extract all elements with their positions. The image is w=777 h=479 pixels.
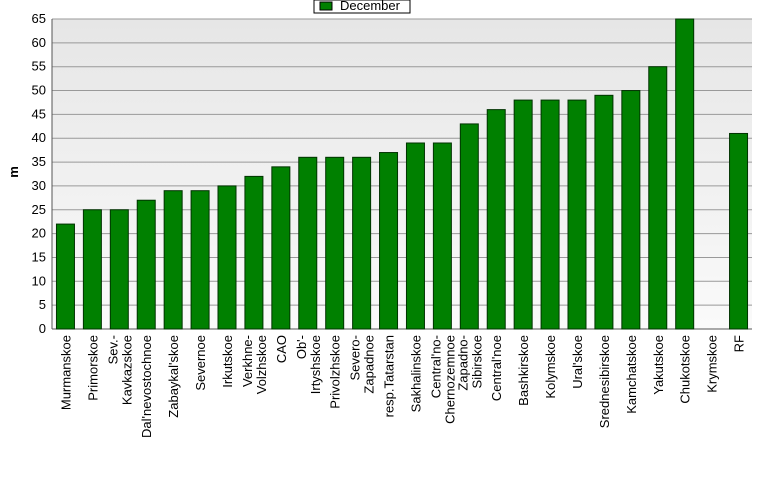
- y-tick-label: 25: [32, 202, 46, 217]
- plot-area: [52, 19, 752, 329]
- x-tick-label: Severnoe: [193, 335, 208, 391]
- bar: [217, 185, 237, 330]
- bar: [271, 166, 291, 330]
- x-tick-label: CAO: [274, 335, 289, 363]
- y-tick-label: 30: [32, 178, 46, 193]
- x-tick-label: Chukotskoe: [678, 335, 693, 404]
- y-tick-label: 15: [32, 249, 46, 264]
- y-tick-label: 35: [32, 154, 46, 169]
- bar: [648, 66, 668, 330]
- x-tick-label: Murmanskoe: [58, 335, 73, 410]
- x-tick-label: Bashkirskoe: [516, 335, 531, 406]
- bar: [405, 142, 425, 330]
- y-tick-label: 60: [32, 35, 46, 50]
- x-tick-label: Irkutskoe: [220, 335, 235, 388]
- x-tick-label: Yakutskoe: [651, 335, 666, 395]
- x-tick-label: Kamchatskoe: [624, 335, 639, 414]
- bar: [540, 99, 560, 330]
- bar: [729, 132, 749, 330]
- y-tick-label: 5: [39, 297, 46, 312]
- x-tick-label: Srednesibirskoe: [597, 335, 612, 428]
- legend-swatch: [319, 1, 333, 11]
- x-tick-label: Zabaykal'skoe: [166, 335, 181, 418]
- x-tick-label: Dal'nevostochnoe: [139, 335, 154, 438]
- x-tick-label: Primorskoe: [85, 335, 100, 401]
- x-tick-label: Central'no-Chernozemnoe: [428, 335, 457, 424]
- bar: [244, 175, 264, 330]
- y-axis-label: m: [6, 166, 21, 178]
- bar: [190, 190, 210, 330]
- y-tick-label: 10: [32, 273, 46, 288]
- x-tick-label: Zapadno-Sibirskoe: [455, 335, 484, 391]
- bar: [163, 190, 183, 330]
- x-tick-label: Severo-Zapadnoe: [348, 335, 377, 394]
- y-tick-label: 45: [32, 106, 46, 121]
- x-tick-label: Privolzhskoe: [328, 335, 343, 409]
- bar: [325, 156, 345, 330]
- bar: [82, 209, 102, 330]
- legend-label: December: [340, 0, 401, 13]
- bar: [675, 18, 695, 330]
- x-tick-label: Kolymskoe: [543, 335, 558, 399]
- x-tick-label: Sev.-Kavkazskoe: [105, 335, 134, 405]
- x-tick-label: Verkhne-Volzhskoe: [240, 335, 269, 394]
- x-tick-label: Ob'-Irtyshskoe: [294, 335, 323, 394]
- bar: [352, 156, 372, 330]
- bar: [621, 90, 641, 330]
- y-tick-label: 20: [32, 226, 46, 241]
- x-tick-label: Ural'skoe: [570, 335, 585, 389]
- bar: [298, 156, 318, 330]
- x-tick-label: resp.Tatarstan: [382, 335, 397, 417]
- y-tick-label: 40: [32, 130, 46, 145]
- bar: [594, 94, 614, 330]
- x-tick-label: Krymskoe: [705, 335, 720, 393]
- y-tick-label: 50: [32, 83, 46, 98]
- legend-box: [313, 0, 411, 14]
- y-tick-label: 0: [39, 321, 46, 336]
- bar: [136, 199, 156, 330]
- bar: [513, 99, 533, 330]
- x-tick-label: Central'noe: [489, 335, 504, 401]
- bar: [459, 123, 479, 330]
- y-tick-label: 55: [32, 59, 46, 74]
- bar: [567, 99, 587, 330]
- y-tick-label: 65: [32, 11, 46, 26]
- bar: [379, 152, 399, 330]
- x-tick-label: Sakhalinskoe: [408, 335, 423, 412]
- bar: [55, 223, 75, 330]
- bar: [432, 142, 452, 330]
- x-tick-label: RF: [732, 335, 747, 352]
- bar: [109, 209, 129, 330]
- bar: [486, 109, 506, 330]
